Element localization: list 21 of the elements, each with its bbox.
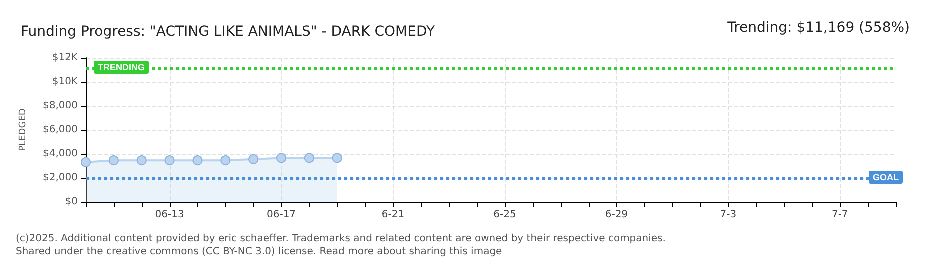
x-tick-label: 06-13 xyxy=(155,210,184,220)
y-tick-label: $0 xyxy=(65,196,78,208)
ref-line-label: TRENDING xyxy=(98,62,145,72)
text: (c)2025. Additional content provided by eric schaeffer. Trademarks and related content are owned by their respective companies. xyxy=(16,234,666,244)
x-tick-label: 06-17 xyxy=(266,210,296,220)
y-tick-label: $12K xyxy=(52,52,78,64)
x-tick-label: 6-29 xyxy=(605,210,628,220)
y-tick-label: $10K xyxy=(52,76,78,88)
y-tick-label: $6,000 xyxy=(43,124,78,136)
x-tick-label: 7-3 xyxy=(720,210,737,220)
y-tick-label: $2,000 xyxy=(43,172,78,184)
text: Trending: $11,169 (558%) xyxy=(726,20,910,36)
y-axis-title: PLEDGED xyxy=(18,108,28,152)
y-tick-label: $4,000 xyxy=(43,148,78,160)
y-tick-label: $8,000 xyxy=(43,100,78,112)
ref-line-label: GOAL xyxy=(873,172,900,182)
chart-title: Funding Progress: "ACTING LIKE ANIMALS" - DARK COMEDY xyxy=(21,24,436,40)
x-tick-label: 6-25 xyxy=(494,210,516,220)
x-tick-label: 7-7 xyxy=(832,210,848,220)
text: Shared under the creative commons (CC BY-NC 3.0) license. Read more about sharing this image xyxy=(16,246,502,258)
x-tick-label: 6-21 xyxy=(382,210,405,220)
